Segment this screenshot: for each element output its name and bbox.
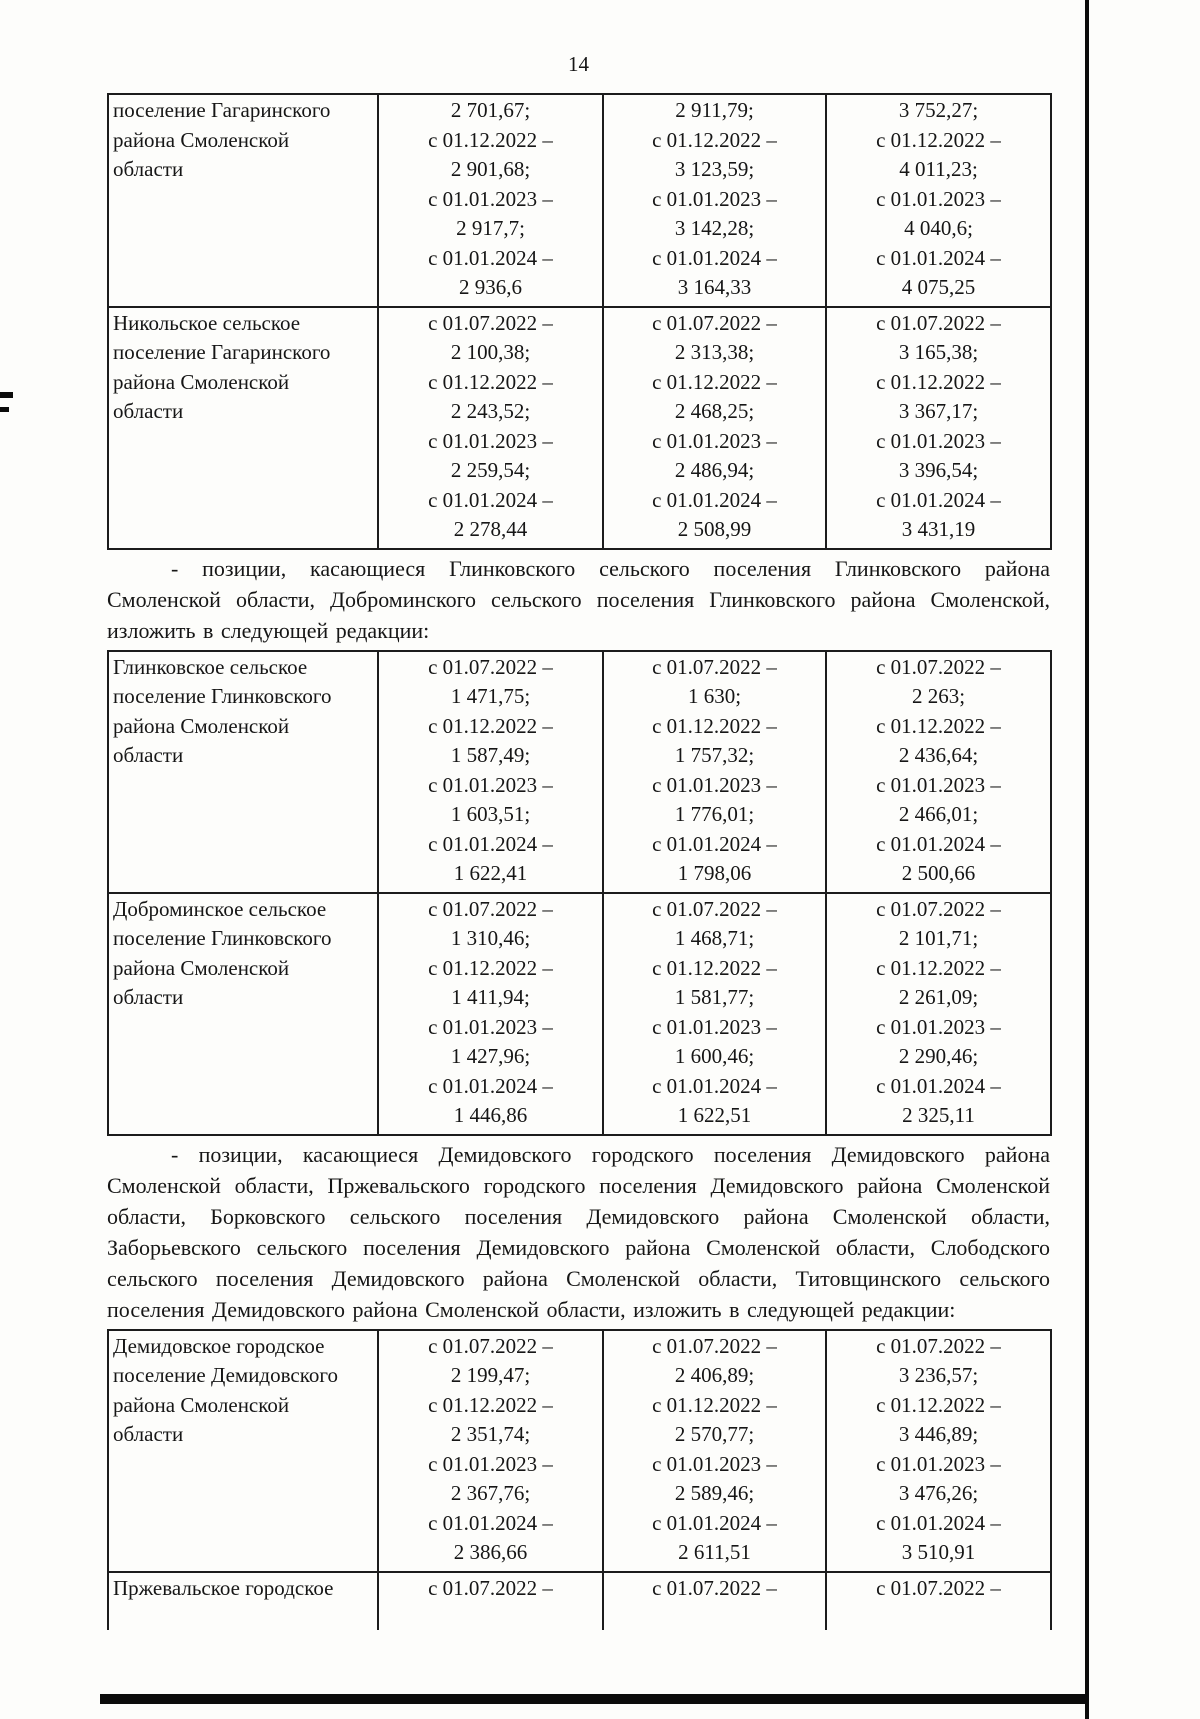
table-row: Пржевальское городское с 01.07.2022 – с … — [107, 1570, 1052, 1630]
page-content: 14 поселение Гагаринского района Смоленс… — [107, 52, 1052, 1630]
tariff-value-cell: с 01.07.2022 – 2 100,38; с 01.12.2022 – … — [377, 305, 604, 550]
tariff-value-cell: с 01.07.2022 – 1 310,46; с 01.12.2022 – … — [377, 891, 604, 1136]
tariff-table-glinkovsky: Глинковское сельское поселение Глинковск… — [107, 649, 1052, 1136]
table-row: поселение Гагаринского района Смоленской… — [107, 93, 1052, 308]
tariff-value-cell: с 01.07.2022 – 1 630; с 01.12.2022 – 1 7… — [602, 649, 827, 894]
tariff-table-demidovsky: Демидовское городское поселение Демидовс… — [107, 1328, 1052, 1630]
table-row: Глинковское сельское поселение Глинковск… — [107, 649, 1052, 894]
table-row: Демидовское городское поселение Демидовс… — [107, 1328, 1052, 1573]
tariff-value-cell: с 01.07.2022 – 2 199,47; с 01.12.2022 – … — [377, 1328, 604, 1573]
settlement-name-cell: Глинковское сельское поселение Глинковск… — [107, 649, 379, 894]
amendment-paragraph-glinkovsky: - позиции, касающиеся Глинковского сельс… — [107, 555, 1050, 643]
scan-artifact-bottom-bar — [100, 1694, 1087, 1704]
tariff-value-cell: 2 701,67; с 01.12.2022 – 2 901,68; с 01.… — [377, 93, 604, 308]
tariff-value-cell: с 01.07.2022 – 2 406,89; с 01.12.2022 – … — [602, 1328, 827, 1573]
tariff-value-cell: с 01.07.2022 – — [825, 1570, 1052, 1630]
amendment-paragraph-demidovsky: - позиции, касающиеся Демидовского город… — [107, 1141, 1050, 1322]
tariff-value-cell: с 01.07.2022 – 1 471,75; с 01.12.2022 – … — [377, 649, 604, 894]
settlement-name-cell: поселение Гагаринского района Смоленской… — [107, 93, 379, 308]
tariff-value-cell: с 01.07.2022 – 1 468,71; с 01.12.2022 – … — [602, 891, 827, 1136]
table-row: Доброминское сельское поселение Глинковс… — [107, 891, 1052, 1136]
settlement-name-cell: Доброминское сельское поселение Глинковс… — [107, 891, 379, 1136]
tariff-value-cell: с 01.07.2022 – 3 236,57; с 01.12.2022 – … — [825, 1328, 1052, 1573]
scan-artifact-left-tick — [0, 392, 13, 398]
tariff-value-cell: с 01.07.2022 – 2 101,71; с 01.12.2022 – … — [825, 891, 1052, 1136]
settlement-name-cell: Никольское сельское поселение Гагаринско… — [107, 305, 379, 550]
tariff-value-cell: с 01.07.2022 – 2 313,38; с 01.12.2022 – … — [602, 305, 827, 550]
scan-artifact-vertical-line — [1085, 0, 1089, 1719]
tariff-value-cell: с 01.07.2022 – 3 165,38; с 01.12.2022 – … — [825, 305, 1052, 550]
scan-artifact-left-tick — [0, 407, 9, 412]
tariff-table-gagarinsky: поселение Гагаринского района Смоленской… — [107, 93, 1052, 550]
tariff-value-cell: 2 911,79; с 01.12.2022 – 3 123,59; с 01.… — [602, 93, 827, 308]
table-row: Никольское сельское поселение Гагаринско… — [107, 305, 1052, 550]
tariff-value-cell: с 01.07.2022 – 2 263; с 01.12.2022 – 2 4… — [825, 649, 1052, 894]
tariff-value-cell: с 01.07.2022 – — [377, 1570, 604, 1630]
settlement-name-cell: Демидовское городское поселение Демидовс… — [107, 1328, 379, 1573]
page-number: 14 — [568, 52, 589, 76]
tariff-value-cell: 3 752,27; с 01.12.2022 – 4 011,23; с 01.… — [825, 93, 1052, 308]
settlement-name-cell: Пржевальское городское — [107, 1570, 379, 1630]
tariff-value-cell: с 01.07.2022 – — [602, 1570, 827, 1630]
